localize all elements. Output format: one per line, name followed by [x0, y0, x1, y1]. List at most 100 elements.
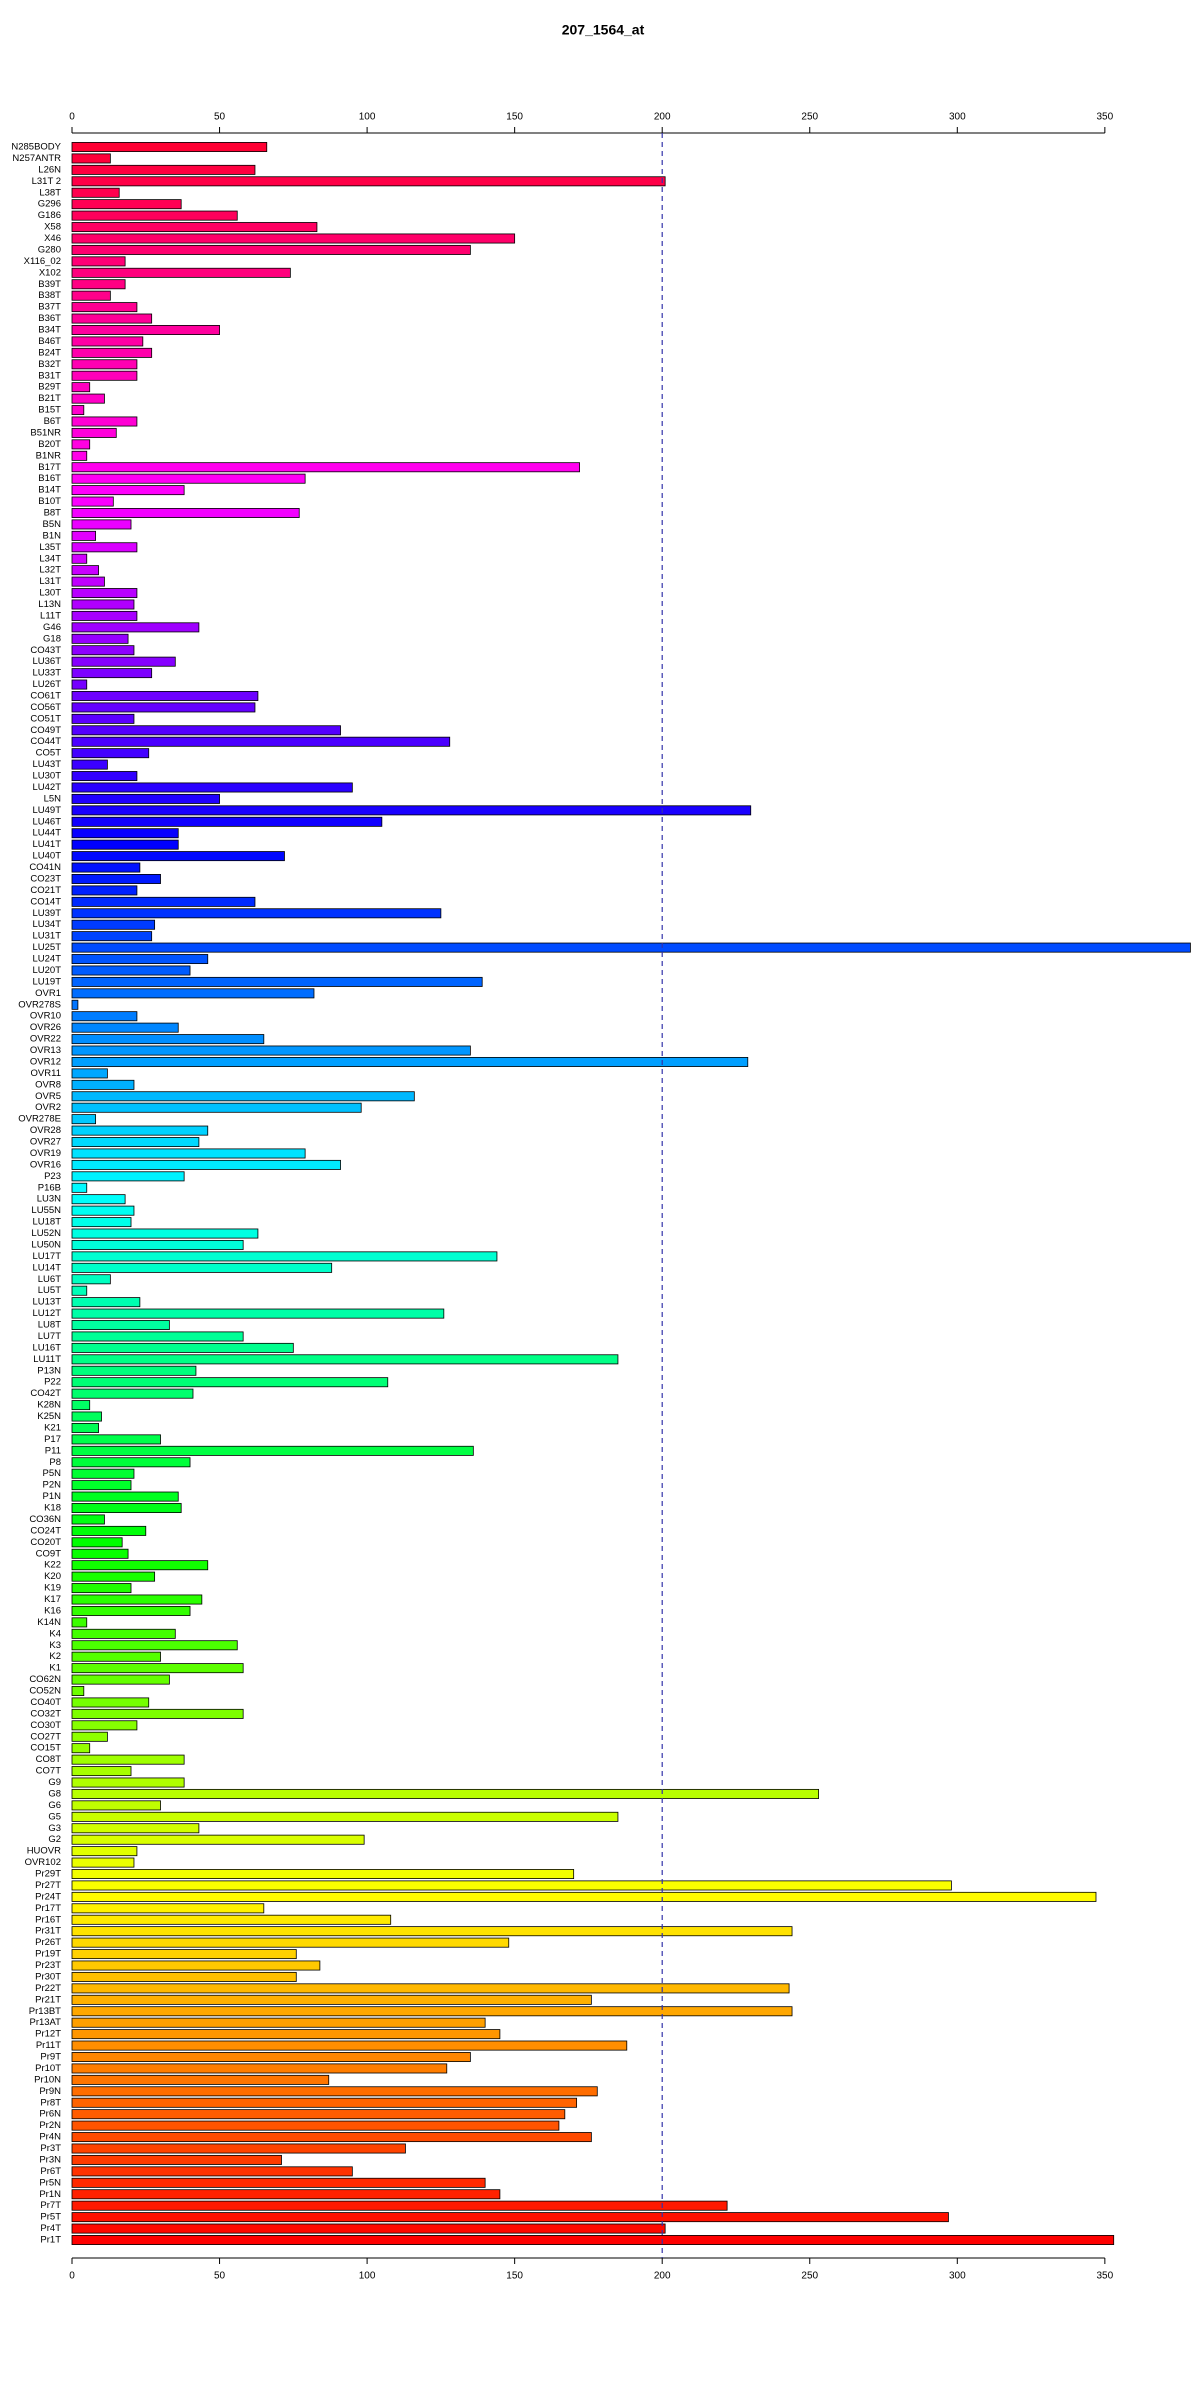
- bar: [71, 393, 105, 404]
- y-tick-label: G46: [43, 622, 61, 633]
- y-tick-label: OVR10: [30, 1011, 61, 1022]
- y-tick-label: LU25T: [32, 942, 61, 953]
- y-tick-label: LU36T: [32, 656, 61, 667]
- y-tick-label: Pr3N: [39, 2154, 61, 2165]
- y-tick-label: L38T: [39, 187, 61, 198]
- y-tick-label: LU20T: [32, 965, 61, 976]
- bar: [71, 1342, 294, 1353]
- bar: [71, 519, 132, 530]
- bar: [71, 565, 99, 576]
- y-tick-label: G296: [38, 199, 61, 210]
- y-tick-label: Pr2N: [39, 2120, 61, 2131]
- bar: [71, 1228, 259, 1239]
- x-tick-label: 0: [69, 2271, 75, 2282]
- y-tick-label: LU30T: [32, 771, 61, 782]
- bar: [71, 2235, 1115, 2245]
- bar: [71, 1422, 99, 1433]
- bar: [71, 1274, 111, 1285]
- y-tick-label: B5N: [43, 519, 62, 530]
- y-tick-label: B10T: [38, 496, 61, 507]
- bar: [71, 633, 129, 644]
- y-tick-label: K28N: [37, 1400, 61, 1411]
- bar: [71, 2143, 406, 2154]
- bar: [71, 668, 153, 679]
- y-tick-label: B39T: [38, 279, 61, 290]
- y-tick-label: HUOVR: [27, 1846, 61, 1857]
- bar: [71, 1045, 471, 1056]
- y-tick-label: LU11T: [33, 1354, 61, 1365]
- bar: [71, 1811, 619, 1822]
- bar: [71, 1514, 105, 1525]
- y-tick-label: LU49T: [32, 805, 61, 816]
- y-tick-label: OVR19: [30, 1148, 61, 1159]
- bar: [71, 473, 306, 484]
- bar: [71, 1091, 415, 1102]
- bar: [71, 553, 88, 564]
- bar: [71, 1857, 135, 1868]
- y-tick-label: K20: [44, 1571, 61, 1582]
- bar: [71, 1400, 91, 1411]
- y-tick-label: Pr9N: [39, 2086, 61, 2097]
- y-tick-label: K18: [44, 1503, 61, 1514]
- y-tick-label: P22: [44, 1377, 61, 1388]
- y-tick-label: CO56T: [30, 702, 61, 713]
- y-tick-label: Pr29T: [35, 1869, 61, 1880]
- y-tick-label: K17: [44, 1594, 61, 1605]
- bar: [71, 679, 88, 690]
- y-tick-label: LU31T: [32, 931, 61, 942]
- bar: [71, 713, 135, 724]
- bar: [71, 1731, 108, 1742]
- x-tick-label: 150: [506, 112, 523, 123]
- y-tick-label: K14N: [37, 1617, 61, 1628]
- bar: [71, 2017, 486, 2028]
- y-tick-label: Pr30T: [35, 1971, 61, 1982]
- bar: [71, 1114, 97, 1125]
- bar: [71, 153, 111, 164]
- bar: [71, 645, 135, 656]
- bar: [71, 588, 138, 599]
- bar: [71, 1388, 194, 1399]
- y-tick-label: B31T: [38, 370, 61, 381]
- y-tick-label: K4: [49, 1628, 61, 1639]
- y-tick-label: OVR1: [35, 988, 61, 999]
- bar: [71, 1720, 138, 1731]
- y-tick-label: Pr22T: [35, 1983, 61, 1994]
- bar: [71, 370, 138, 381]
- bar: [71, 2223, 666, 2234]
- bar: [71, 1834, 365, 1845]
- y-tick-label: G5: [48, 1811, 61, 1822]
- bar: [71, 656, 176, 667]
- y-tick-label: Pr13BT: [29, 2006, 61, 2017]
- bar: [71, 1560, 209, 1571]
- y-tick-label: CO30T: [30, 1720, 61, 1731]
- y-tick-label: Pr31T: [35, 1926, 61, 1937]
- y-tick-label: G6: [48, 1800, 61, 1811]
- y-tick-label: OVR11: [31, 1068, 61, 1079]
- y-tick-label: P11: [45, 1445, 61, 1456]
- bar: [71, 942, 1191, 953]
- y-tick-label: CO52N: [29, 1686, 61, 1697]
- bar: [71, 1434, 161, 1445]
- y-tick-label: B14T: [38, 485, 61, 496]
- bar: [71, 1262, 333, 1273]
- y-tick-label: K16: [44, 1605, 61, 1616]
- y-tick-label: CO27T: [30, 1731, 61, 1742]
- y-tick-label: LU33T: [32, 668, 61, 679]
- bar: [71, 2109, 566, 2120]
- y-tick-label: B24T: [38, 347, 61, 358]
- y-tick-label: LU18T: [32, 1217, 61, 1228]
- y-tick-label: B20T: [38, 439, 61, 450]
- y-tick-label: K22: [44, 1560, 61, 1571]
- x-tick-label: 200: [654, 112, 671, 123]
- bar: [71, 1937, 510, 1948]
- bar: [71, 931, 153, 942]
- y-tick-label: G2: [48, 1834, 61, 1845]
- bar: [71, 2189, 501, 2200]
- bar: [71, 599, 135, 610]
- y-tick-label: LU26T: [32, 679, 61, 690]
- bar: [71, 1788, 820, 1799]
- bar: [71, 1697, 150, 1708]
- bar: [71, 2052, 471, 2062]
- y-tick-label: OVR27: [30, 1137, 61, 1148]
- y-tick-label: L31T: [39, 576, 61, 587]
